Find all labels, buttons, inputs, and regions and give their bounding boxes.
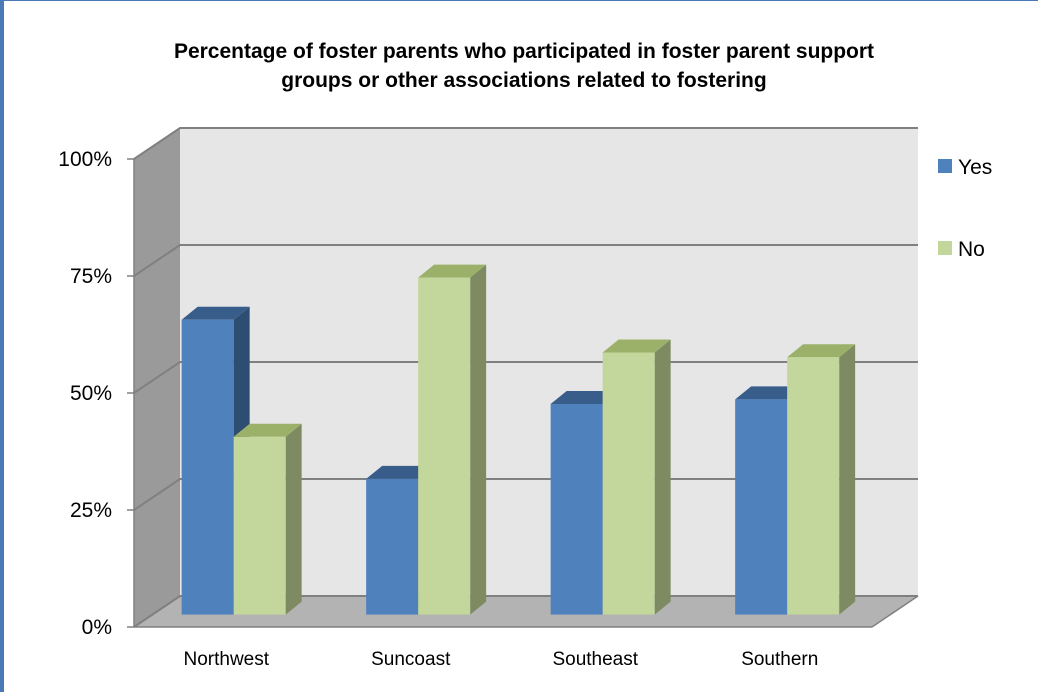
bar-side-no [654,339,671,615]
y-tick-label: 25% [70,499,112,522]
bar-top-no [787,344,856,358]
bar-yes-southeast [550,404,603,615]
y-tick-label: 0% [82,616,112,639]
gridline [133,244,918,277]
x-tick-label: Southeast [552,649,638,670]
bar-no-southern [787,357,840,615]
y-tick-label: 75% [70,265,112,288]
bar-side-no [470,264,487,615]
bar-side-no [285,423,302,615]
floor [134,596,918,627]
x-tick-label: Suncoast [371,649,451,670]
bar-top-yes [181,306,250,320]
gridline [133,361,918,394]
bar-no-southeast [602,352,655,615]
chart-title-line-1: Percentage of foster parents who partici… [173,40,875,63]
legend-swatch-yes [938,159,952,173]
gridline [133,478,918,511]
x-tick-label: Southern [741,649,818,670]
bar-top-yes [366,465,435,479]
legend-label-yes: Yes [958,156,992,179]
legend-label-no: No [958,238,985,261]
gridline [133,595,918,628]
x-tick-label: Northwest [183,649,269,670]
bar-top-yes [735,386,804,400]
y-tick-label: 100% [58,148,112,171]
bar-top-no [602,339,671,353]
bar-top-yes [550,391,619,404]
bar-top-no [233,423,302,437]
bar-yes-southern [735,399,788,615]
bar-top-no [418,264,487,278]
bar-side-no [839,344,856,615]
bar-yes-northwest [181,319,234,615]
y-tick-label: 50% [70,382,112,405]
floor-edge [871,595,919,628]
chart-title-line-2: groups or other associations related to … [281,69,767,92]
bar-yes-suncoast [366,478,419,615]
bar-no-suncoast [418,277,471,615]
bar-no-northwest [233,436,286,615]
chart-plot: 0% 25% 50% 75% 100% Northwest Suncoast Southeas… [58,127,992,670]
gridline [133,127,918,160]
legend-swatch-no [938,241,952,255]
chart-title: Percentage of foster parents who partici… [84,37,964,95]
